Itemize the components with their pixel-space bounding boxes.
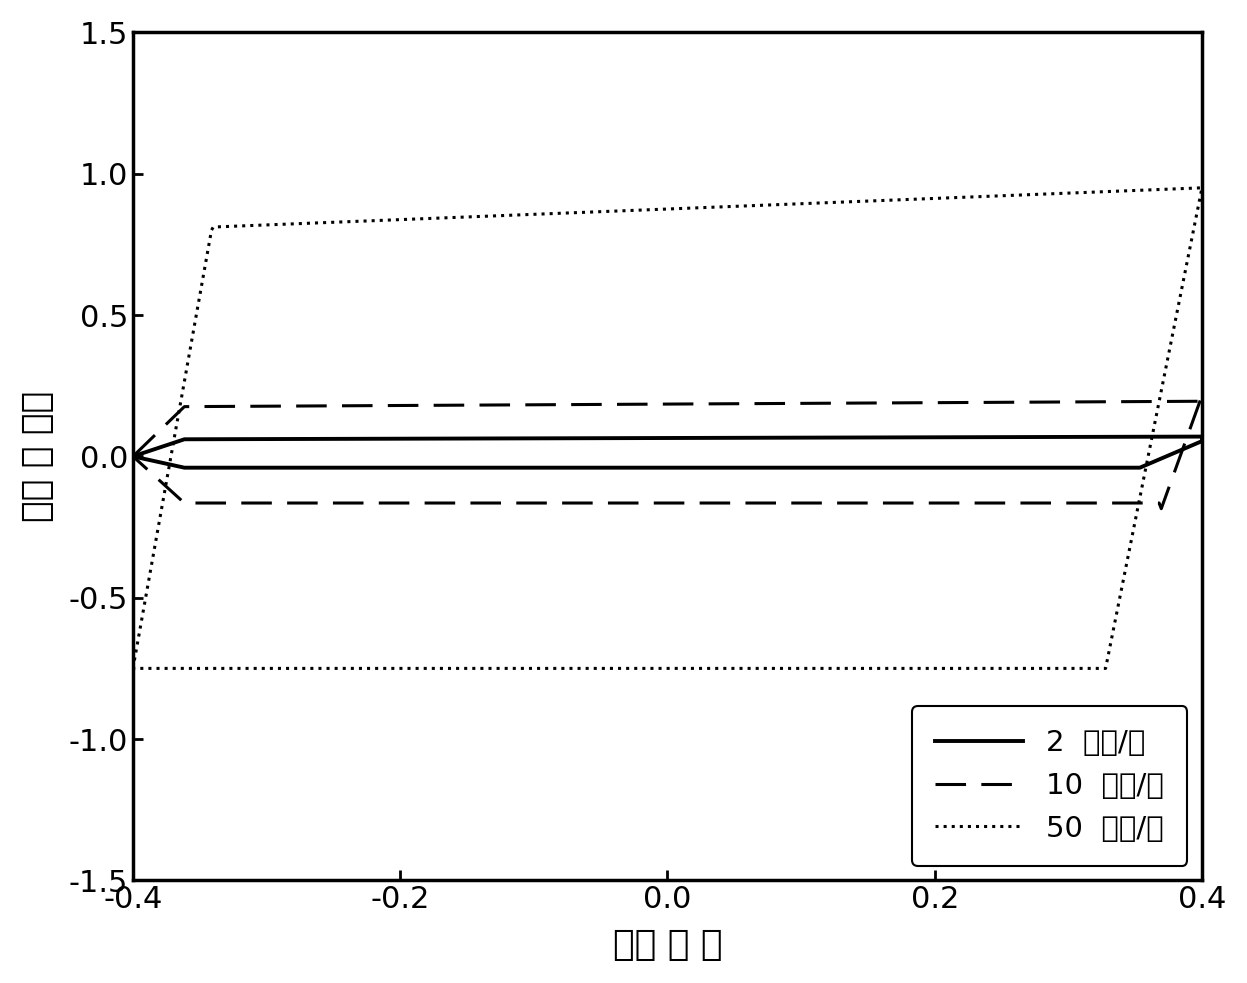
50  毫伏/秒 xyxy=(126,663,141,674)
50  毫伏/秒 xyxy=(847,196,862,207)
2  毫伏/秒 xyxy=(1132,462,1147,474)
Line: 2  毫伏/秒: 2 毫伏/秒 xyxy=(133,436,1202,468)
10  毫伏/秒 xyxy=(126,450,141,462)
2  毫伏/秒 xyxy=(991,432,1006,443)
2  毫伏/秒 xyxy=(344,433,359,444)
2  毫伏/秒 xyxy=(1069,431,1084,442)
50  毫伏/秒 xyxy=(1195,182,1210,194)
10  毫伏/秒 xyxy=(344,400,359,412)
10  毫伏/秒 xyxy=(1153,502,1168,514)
10  毫伏/秒 xyxy=(592,497,607,509)
50  毫伏/秒 xyxy=(1095,663,1110,674)
Y-axis label: 电流 ／ 毫安: 电流 ／ 毫安 xyxy=(21,391,55,522)
Line: 50  毫伏/秒: 50 毫伏/秒 xyxy=(133,188,1202,668)
10  毫伏/秒 xyxy=(991,396,1006,408)
2  毫伏/秒 xyxy=(592,462,607,474)
50  毫伏/秒 xyxy=(126,663,141,674)
50  毫伏/秒 xyxy=(409,213,424,225)
50  毫伏/秒 xyxy=(1140,458,1155,470)
2  毫伏/秒 xyxy=(1195,431,1210,442)
10  毫伏/秒 xyxy=(1195,389,1210,401)
10  毫伏/秒 xyxy=(1069,396,1084,408)
Line: 10  毫伏/秒: 10 毫伏/秒 xyxy=(133,395,1202,508)
50  毫伏/秒 xyxy=(1054,188,1069,200)
10  毫伏/秒 xyxy=(792,497,807,509)
2  毫伏/秒 xyxy=(126,450,141,462)
10  毫伏/秒 xyxy=(126,450,141,462)
2  毫伏/秒 xyxy=(126,450,141,462)
Legend: 2  毫伏/秒, 10  毫伏/秒, 50  毫伏/秒: 2 毫伏/秒, 10 毫伏/秒, 50 毫伏/秒 xyxy=(912,706,1187,866)
2  毫伏/秒 xyxy=(554,462,569,474)
X-axis label: 电压 ／ 伏: 电压 ／ 伏 xyxy=(612,928,722,962)
50  毫伏/秒 xyxy=(486,210,501,222)
10  毫伏/秒 xyxy=(554,497,569,509)
2  毫伏/秒 xyxy=(792,462,807,474)
